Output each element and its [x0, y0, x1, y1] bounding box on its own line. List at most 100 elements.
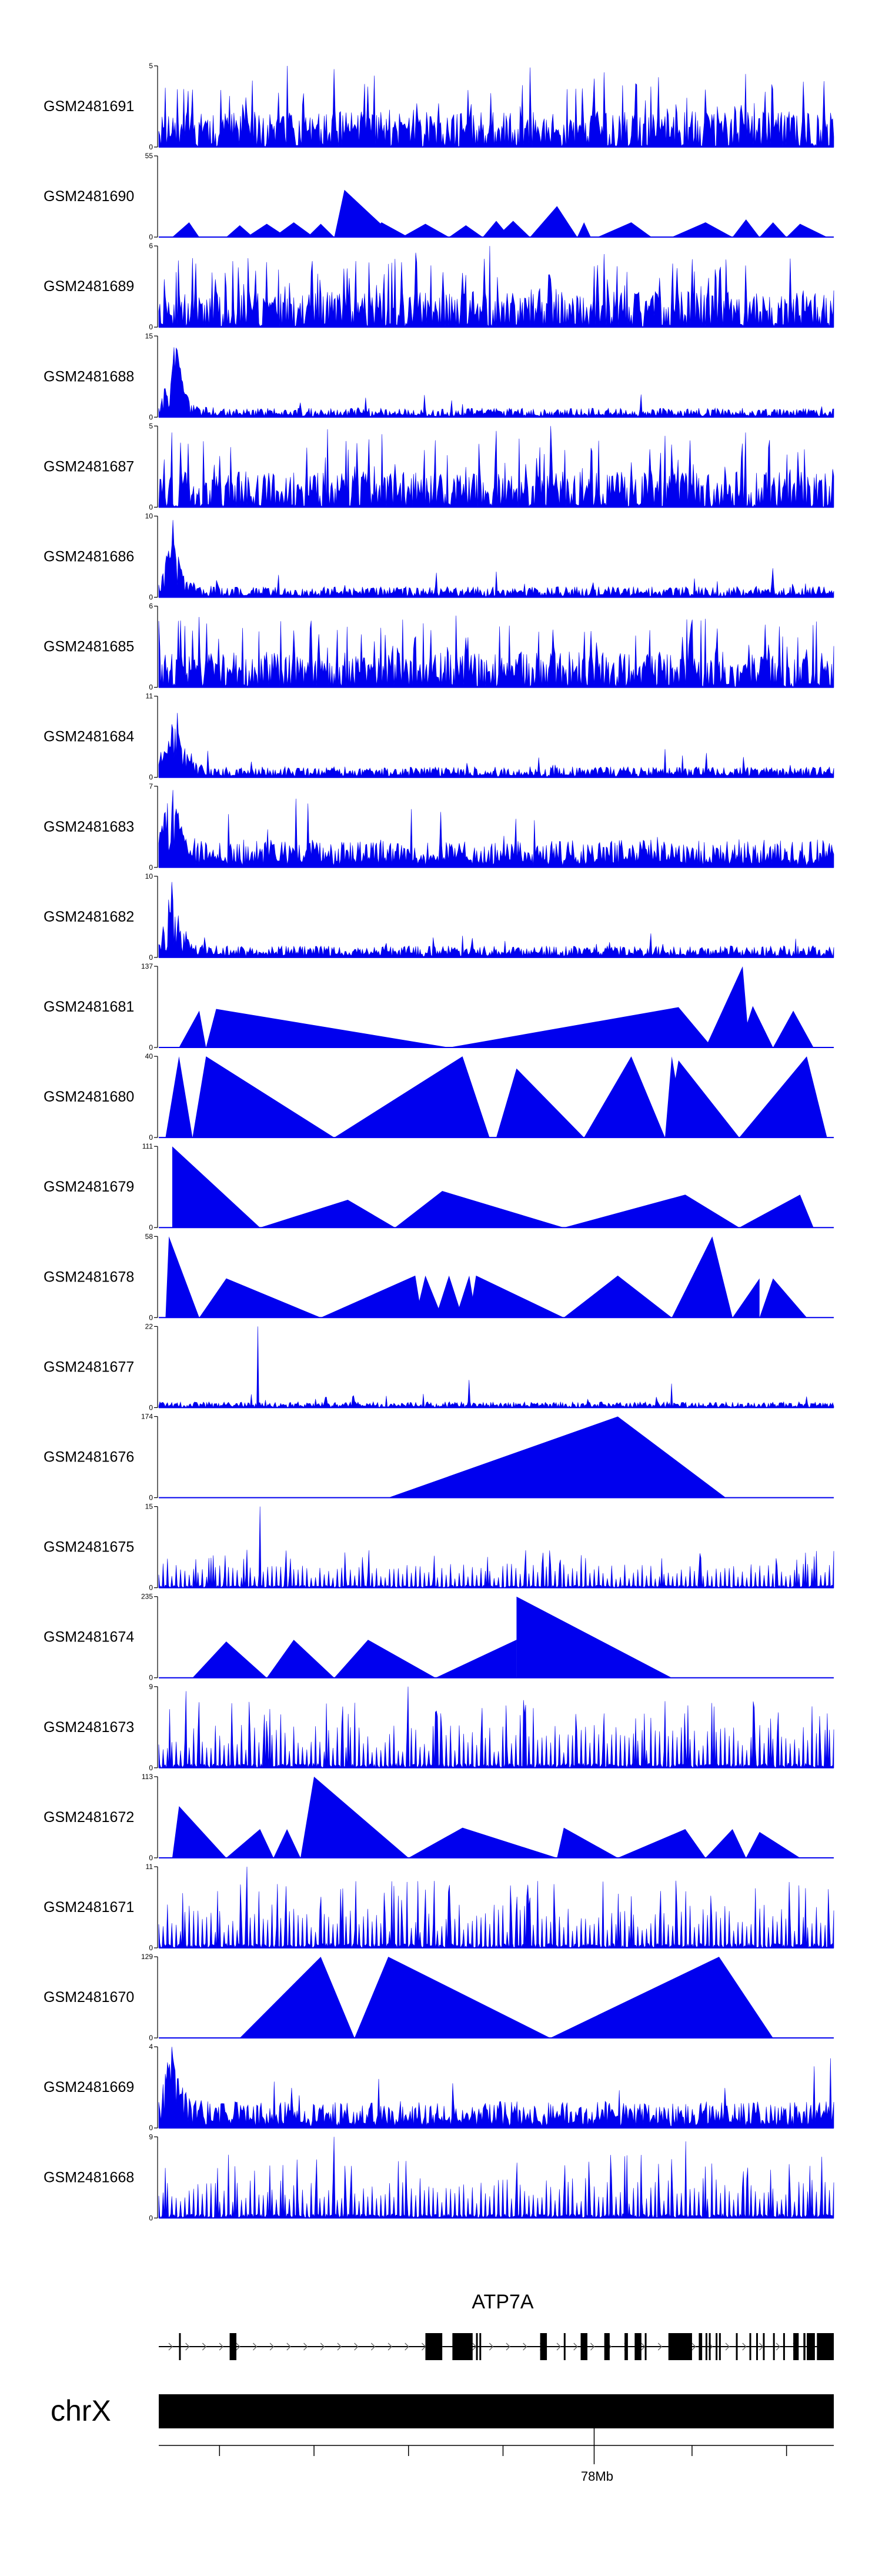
signal-peak: [496, 221, 530, 238]
exon: [736, 2333, 738, 2360]
signal-peak: [732, 219, 760, 238]
signal-peak: [563, 1275, 672, 1318]
signal-peak: [584, 1056, 665, 1138]
exon: [807, 2333, 815, 2360]
exon: [749, 2333, 751, 2360]
signal-peak: [172, 1806, 226, 1858]
signal-area: [158, 882, 834, 958]
coordinate-axis-ticks: [219, 2428, 787, 2464]
exon: [783, 2333, 785, 2360]
signal-peak: [449, 225, 483, 238]
signal-peak: [179, 1010, 206, 1047]
track-GSM2481683: GSM2481683 7 0: [44, 782, 834, 872]
strand-arrow: [556, 2343, 561, 2351]
signal-peak: [192, 1641, 267, 1678]
signal-area: [158, 426, 834, 508]
signal-tracks: GSM248169150GSM2481690550GSM248168960GSM…: [44, 62, 834, 2222]
exon: [719, 2333, 721, 2360]
exon: [425, 2333, 443, 2360]
y-tick-label-max: 5: [149, 422, 153, 430]
signal-peak: [739, 1006, 773, 1047]
track-label: GSM2481668: [44, 2169, 134, 2185]
signal-peak: [260, 1199, 395, 1228]
exon: [817, 2333, 834, 2360]
signal-peak: [273, 222, 315, 238]
signal-peak: [320, 1275, 422, 1318]
y-tick-label-min: 0: [149, 1223, 153, 1232]
strand-arrow: [725, 2343, 730, 2351]
exon: [793, 2333, 799, 2360]
y-tick-label-max: 40: [145, 1052, 153, 1060]
y-tick-label-max: 174: [141, 1413, 153, 1421]
signal-peak: [759, 222, 787, 238]
signal-peak: [665, 1060, 740, 1138]
track-GSM2481677: GSM2481677 22 0: [44, 1322, 834, 1412]
y-tick-label-min: 0: [149, 503, 153, 511]
strand-arrow: [573, 2343, 578, 2351]
exon: [773, 2333, 775, 2360]
exon: [604, 2333, 610, 2360]
signal-peak: [368, 222, 409, 238]
track-label: GSM2481682: [44, 909, 134, 925]
signal-peak: [354, 1957, 550, 2038]
track-label: GSM2481686: [44, 549, 134, 565]
track-label: GSM2481678: [44, 1269, 134, 1285]
signal-peak: [759, 1278, 807, 1318]
track-label: GSM2481680: [44, 1089, 134, 1105]
signal-peak: [435, 1640, 517, 1678]
signal-area: [158, 615, 834, 688]
signal-peak: [496, 1068, 584, 1138]
signal-area: [158, 2047, 834, 2128]
signal-peak: [273, 1829, 301, 1858]
track-label: GSM2481687: [44, 458, 134, 475]
y-tick-label-max: 129: [141, 1953, 153, 1961]
gene-track: ATP7A: [159, 2291, 834, 2360]
track-label: GSM2481677: [44, 1359, 134, 1375]
exon: [716, 2333, 718, 2360]
track-GSM2481689: GSM2481689 6 0: [44, 242, 834, 331]
signal-peak: [199, 1278, 321, 1318]
track-GSM2481688: GSM2481688 15 0: [44, 332, 834, 421]
y-tick-label-min: 0: [149, 413, 153, 421]
signal-peak: [732, 1278, 760, 1318]
track-GSM2481675: GSM2481675 15 0: [44, 1503, 834, 1592]
track-GSM2481690: GSM2481690 55 0: [44, 152, 834, 241]
exon: [580, 2333, 587, 2360]
y-tick-label-max: 5: [149, 62, 153, 70]
strand-arrow: [370, 2343, 376, 2351]
y-tick-label-min: 0: [149, 2214, 153, 2222]
signal-peak: [266, 1640, 335, 1678]
strand-arrow: [506, 2343, 510, 2351]
track-GSM2481678: GSM2481678 58 0: [44, 1232, 834, 1322]
track-label: GSM2481671: [44, 1899, 134, 1916]
signal-peak: [597, 222, 652, 238]
signal-peak: [557, 1827, 618, 1858]
chromosome-track: chrX 78Mb: [51, 2394, 834, 2484]
y-tick-label-max: 7: [149, 782, 153, 790]
y-tick-label-max: 6: [149, 602, 153, 610]
strand-arrow: [269, 2343, 275, 2351]
y-tick-label-max: 58: [145, 1232, 153, 1240]
signal-peak: [192, 1056, 335, 1138]
track-label: GSM2481670: [44, 1989, 134, 2006]
y-tick-label-min: 0: [149, 1674, 153, 1682]
signal-area: [158, 790, 834, 868]
track-GSM2481685: GSM2481685 6 0: [44, 602, 834, 692]
signal-peak: [449, 1007, 713, 1047]
exon: [179, 2333, 181, 2360]
exon: [763, 2333, 765, 2360]
signal-peak: [671, 222, 733, 238]
exon: [634, 2333, 642, 2360]
y-tick-label-max: 15: [145, 1503, 153, 1511]
signal-area: [158, 1326, 834, 1409]
strand-arrow: [523, 2343, 527, 2351]
signal-peak: [435, 1275, 463, 1318]
signal-peak: [226, 225, 253, 238]
track-label: GSM2481691: [44, 98, 134, 115]
signal-peak: [415, 1275, 443, 1318]
signal-peak: [456, 1275, 476, 1318]
exon: [476, 2333, 478, 2360]
signal-peak: [563, 1194, 740, 1228]
y-tick-label-min: 0: [149, 683, 153, 692]
